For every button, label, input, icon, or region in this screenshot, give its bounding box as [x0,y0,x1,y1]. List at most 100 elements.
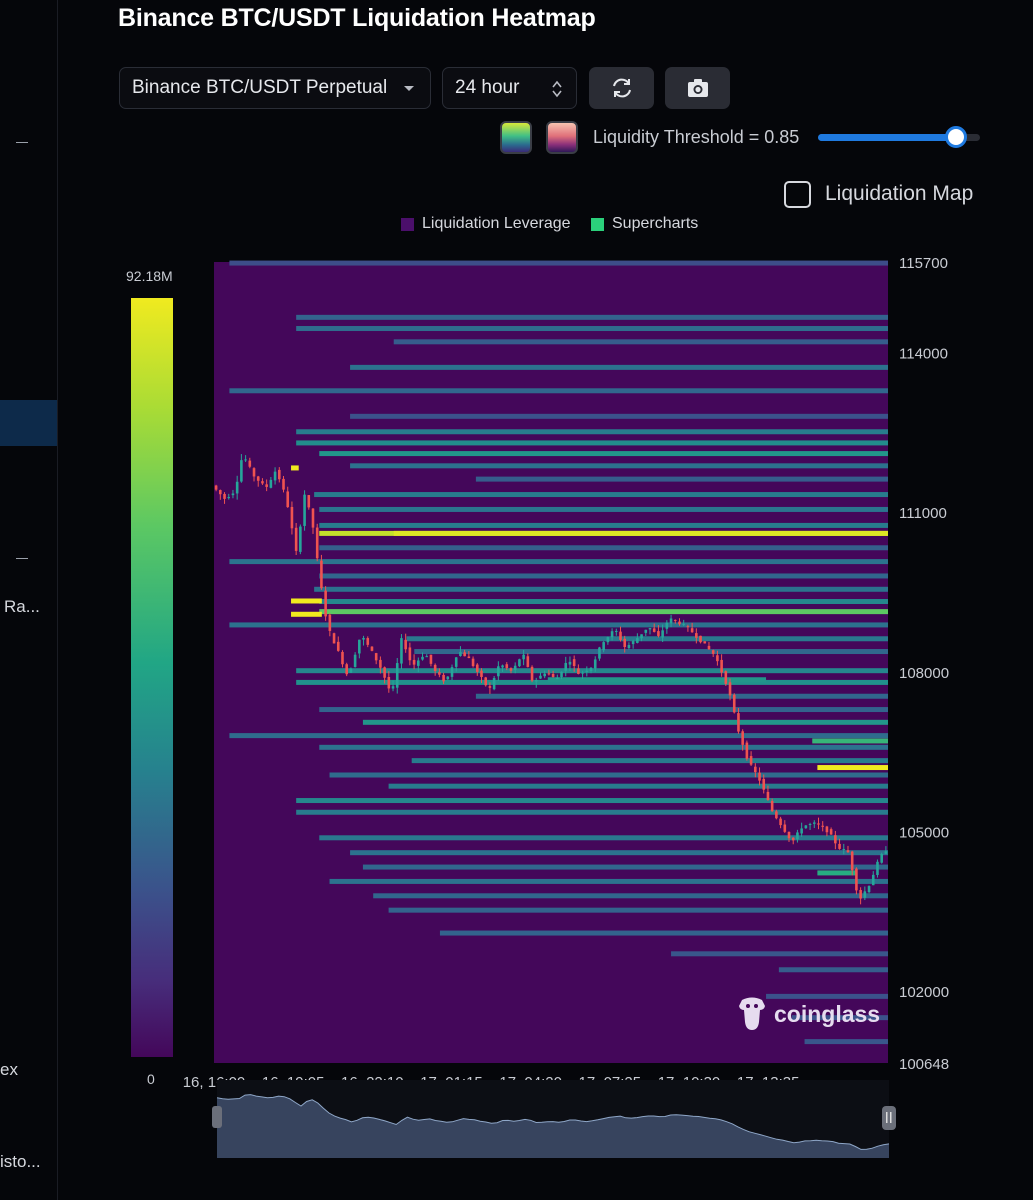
candle-body [227,497,231,499]
collapse-icon[interactable] [16,558,28,559]
candle-body [673,619,677,621]
candle-body [530,666,534,681]
liquidation-band [319,835,889,841]
navigator-left-handle [212,1106,222,1128]
sidebar-item-label[interactable]: ex [0,1060,18,1079]
candle-body [640,634,643,639]
liquidation-band [350,364,888,370]
candle-body [749,756,753,765]
liquidation-band [411,758,888,764]
navigator-area [217,1094,889,1158]
candle-body [644,629,648,633]
sidebar-item-label[interactable]: isto... [0,1152,41,1171]
updown-arrows-icon [552,80,562,98]
candle-body [720,659,723,673]
candle-body [328,614,332,631]
candle-body [859,890,862,899]
candle-body [564,662,568,671]
threshold-slider[interactable] [818,126,980,148]
candle-body [522,654,525,660]
candle-body [509,668,513,671]
liquidation-band [439,930,888,936]
candle-body [273,471,277,481]
candle-body [699,635,702,643]
legend-item-liquidation-leverage[interactable]: Liquidation Leverage [401,215,571,233]
navigator-handle-grip [886,1112,888,1123]
candle-body [808,824,812,826]
candle-body [459,651,462,657]
liquidation-band [350,463,888,469]
range-select[interactable]: 24 hour [442,67,577,109]
candle-body [299,526,302,552]
liquidation-band [373,893,888,899]
candle-body [223,493,226,499]
viridis-scheme-swatch[interactable] [500,121,532,154]
candle-body [593,659,597,669]
caret-down-icon [404,86,414,91]
liquidation-band [296,798,888,804]
candle-body [560,671,563,678]
candle-body [425,656,429,658]
liquidation-band [362,864,889,870]
coinglass-watermark: coinglass [736,996,880,1032]
candle-body [657,631,660,636]
candle-body [370,646,374,651]
candle-body [838,843,841,849]
liquidation-band [229,559,889,565]
candle-body [695,633,698,638]
colorbar [131,298,173,1057]
candle-body [682,623,685,625]
candle-body [513,665,517,670]
legend-label: Liquidation Leverage [422,215,571,232]
candle-body [383,667,386,678]
y-tick-label: 100648 [899,1056,949,1073]
magma-scheme-swatch[interactable] [546,121,578,154]
candle-body [703,641,707,644]
colorbar-min-label: 0 [147,1071,155,1087]
watermark-text: coinglass [774,1000,881,1027]
y-tick-label: 114000 [899,345,948,362]
refresh-icon [612,78,631,98]
sidebar-item-label[interactable]: Ra... [4,597,40,616]
candle-body [711,650,715,654]
candle-body [745,742,749,759]
candle-body [690,628,694,633]
candle-body [804,825,808,829]
candle-body [303,494,306,526]
legend-item-supercharts[interactable]: Supercharts [591,215,698,233]
sidebar-item-active[interactable] [0,400,57,446]
candle-body [269,479,273,488]
page-title: Binance BTC/USDT Liquidation Heatmap [118,4,596,32]
liquidation-band [314,492,888,498]
liquidation-band [229,622,889,628]
colorbar-max-label: 92.18M [126,268,173,284]
collapse-icon[interactable] [16,142,28,143]
candle-body [307,495,311,508]
candle-body [636,638,639,643]
liquidation-band [804,1039,888,1045]
candle-body [619,631,622,640]
candle-body [577,668,580,674]
candle-body [320,560,323,589]
screenshot-button[interactable] [665,67,730,109]
candle-body [332,633,336,644]
candle-body [518,659,521,667]
candle-body [568,661,572,665]
liquidation-band [329,772,888,778]
candle-body [294,527,298,551]
candle-body [543,673,546,677]
candle-body [762,778,766,790]
candle-body [817,823,820,825]
candle-body [290,506,294,529]
candle-body [408,647,412,661]
refresh-button[interactable] [589,67,654,109]
candle-body [391,686,395,689]
liquidation-map-checkbox[interactable] [784,181,811,208]
threshold-slider-handle[interactable] [944,126,967,148]
candle-body [842,849,846,851]
candle-body [286,491,290,508]
candle-body [846,850,850,853]
pair-select[interactable]: Binance BTC/USDT Perpetual [119,67,431,109]
liquidation-map-label[interactable]: Liquidation Map [825,182,974,205]
